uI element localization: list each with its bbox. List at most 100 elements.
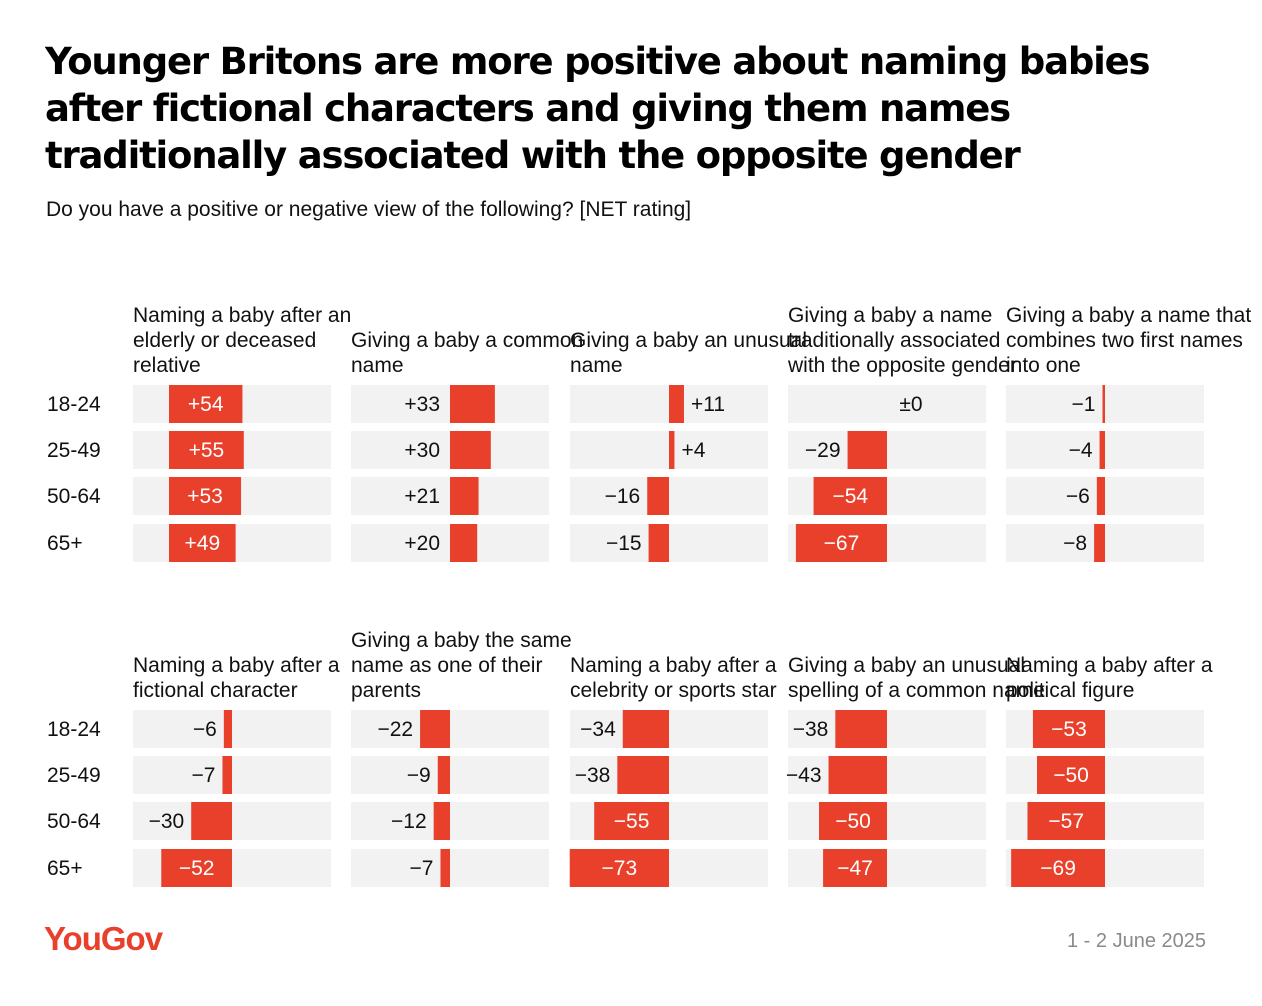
- row-label-50-64: 50-64: [47, 810, 101, 833]
- data-label: −54: [832, 485, 868, 508]
- panel-title-line: Giving a baby an unusual: [788, 654, 1025, 677]
- survey-date: 1 - 2 June 2025: [1067, 930, 1206, 952]
- yougov-logo: YouGov: [44, 920, 163, 957]
- panel-title-line: Giving a baby a name: [788, 304, 992, 327]
- row-label-65+: 65+: [47, 532, 83, 555]
- data-label: ±0: [899, 393, 922, 416]
- data-label: −15: [606, 532, 642, 555]
- row-label-50-64: 50-64: [47, 485, 101, 508]
- panel-title-line: Naming a baby after an: [133, 304, 351, 327]
- data-label: +49: [185, 532, 221, 555]
- panel-title-line: Giving a baby a name that: [1006, 304, 1251, 327]
- bar: [450, 385, 495, 423]
- panel-title-line: name: [351, 354, 404, 377]
- bar: [617, 756, 669, 794]
- panel-title-line: Giving a baby an unusual: [570, 329, 807, 352]
- panel-title-line: Giving a baby a common: [351, 329, 583, 352]
- bar: [828, 756, 887, 794]
- bar: [1094, 524, 1105, 562]
- bar: [1096, 477, 1105, 515]
- panel-title-line: parents: [351, 679, 421, 702]
- bar-track: [788, 385, 986, 423]
- data-label: −53: [1051, 718, 1087, 741]
- panel-title-line: Giving a baby the same: [351, 629, 572, 652]
- bar: [1027, 802, 1105, 840]
- data-label: −16: [605, 485, 641, 508]
- bar: [420, 710, 450, 748]
- bar: [569, 849, 669, 887]
- data-label: −73: [602, 857, 638, 880]
- bar: [594, 802, 669, 840]
- bar: [1037, 756, 1105, 794]
- bar: [161, 849, 232, 887]
- panel-title-line: celebrity or sports star: [570, 679, 777, 702]
- panel-title-line: political figure: [1006, 679, 1134, 702]
- panel-title-line: traditionally associated: [788, 329, 1000, 352]
- data-label: −69: [1040, 857, 1076, 880]
- panel-title-line: fictional character: [133, 679, 298, 702]
- bar: [819, 802, 887, 840]
- chart-title: Younger Britons are more positive about …: [45, 40, 1151, 177]
- data-label: −1: [1072, 393, 1096, 416]
- data-label: −6: [1066, 485, 1090, 508]
- panel-title-line: Naming a baby after a: [570, 654, 777, 677]
- data-label: −55: [614, 810, 650, 833]
- data-label: −38: [575, 764, 611, 787]
- panel-title-line: with the opposite gender: [787, 354, 1017, 377]
- bar: [440, 849, 450, 887]
- data-label: −30: [149, 810, 185, 833]
- panel-title-line: name as one of their: [351, 654, 542, 677]
- data-label: −9: [407, 764, 431, 787]
- bar: [1099, 431, 1105, 469]
- data-label: −50: [1053, 764, 1089, 787]
- data-label: −43: [786, 764, 822, 787]
- data-label: −7: [410, 857, 434, 880]
- panel-title-line: Naming a baby after a: [133, 654, 340, 677]
- data-label: −7: [192, 764, 216, 787]
- bar: [647, 477, 669, 515]
- data-label: +54: [188, 393, 224, 416]
- bar: [795, 524, 887, 562]
- data-label: −57: [1048, 810, 1084, 833]
- panel-title-line: elderly or deceased: [133, 329, 316, 352]
- data-label: −4: [1069, 439, 1093, 462]
- bar: [169, 477, 242, 515]
- panel-title-line: relative: [133, 354, 201, 377]
- bar: [1102, 385, 1105, 423]
- panel-title-line: into one: [1006, 354, 1081, 377]
- bar: [669, 385, 684, 423]
- data-label: −12: [391, 810, 427, 833]
- data-label: +11: [691, 393, 725, 416]
- data-label: −52: [179, 857, 215, 880]
- data-label: −47: [837, 857, 873, 880]
- bar: [437, 756, 450, 794]
- chart-subtitle: Do you have a positive or negative view …: [46, 198, 692, 221]
- bar: [648, 524, 669, 562]
- data-label: −29: [805, 439, 841, 462]
- bar: [1032, 710, 1105, 748]
- data-label: −22: [377, 718, 413, 741]
- bar: [835, 710, 887, 748]
- row-label-65+: 65+: [47, 857, 83, 880]
- data-label: +20: [404, 532, 440, 555]
- data-label: −8: [1063, 532, 1087, 555]
- bar: [169, 524, 236, 562]
- bar: [847, 431, 887, 469]
- row-label-18-24: 18-24: [47, 393, 101, 416]
- panel-title-line: combines two first names: [1006, 329, 1243, 352]
- bar: [450, 431, 491, 469]
- bar: [622, 710, 669, 748]
- data-label: +55: [189, 439, 225, 462]
- bar: [222, 756, 232, 794]
- data-label: +4: [681, 439, 705, 462]
- bar: [223, 710, 232, 748]
- bar: [191, 802, 232, 840]
- panel-title-line: spelling of a common name: [788, 679, 1045, 702]
- bar: [450, 477, 479, 515]
- bar: [450, 524, 478, 562]
- row-label-25-49: 25-49: [47, 764, 101, 787]
- bar: [813, 477, 887, 515]
- panel-title-line: Naming a baby after a: [1006, 654, 1213, 677]
- bar: [823, 849, 887, 887]
